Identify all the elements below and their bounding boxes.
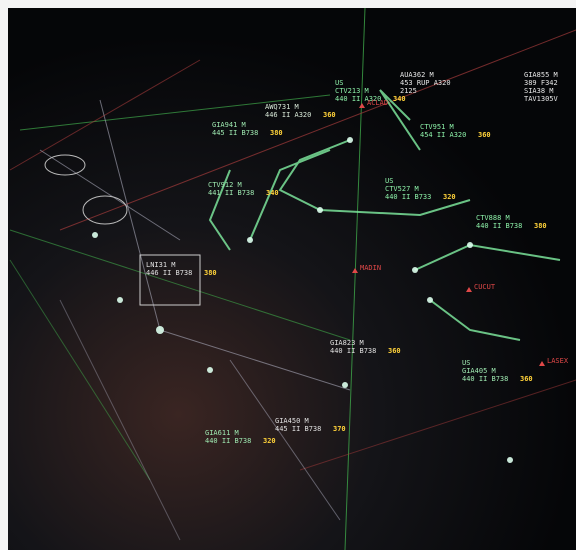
label-line: 446 II A320 [265,111,311,119]
label-line: AWQ731 M [265,103,299,111]
flight-level: 320 [263,437,276,445]
flight-level: 360 [323,111,336,119]
label-line: CTV912 M [208,181,242,189]
fix-name: MADIN [360,264,381,272]
label-line: 440 II B738 [330,347,376,355]
label-line: 440 II B738 [205,437,251,445]
label-line: GIA941 M [212,121,246,129]
label-line: 440 II B738 [476,222,522,230]
flight-level: 380 [270,129,283,137]
label-line: 453 RUP A320 [400,79,451,87]
label-line: 446 II B738 [146,269,192,277]
label-line: US [462,359,470,367]
flight-level: 360 [520,375,533,383]
fix-name: LASEX [547,357,569,365]
label-line: SIA38 M [524,87,554,95]
label-line: US [335,79,343,87]
label-line: 389 F342 [524,79,558,87]
label-line: 454 II A320 [420,131,466,139]
scope-background [8,8,576,550]
flight-level: 370 [333,425,346,433]
label-line: CTV527 M [385,185,419,193]
label-line: TAV1305V [524,95,559,103]
flight-level: 340 [393,95,406,103]
flight-level: 360 [388,347,401,355]
flight-level: 380 [204,269,217,277]
label-line: GIA611 M [205,429,239,437]
label-line: LNI31 M [146,261,176,269]
label-line: CTV951 M [420,123,454,131]
label-line: AUA362 M [400,71,434,79]
flight-level: 380 [534,222,547,230]
label-line: 440 II B738 [462,375,508,383]
label-line: GIA855 M [524,71,558,79]
label-line: 441 II B738 [208,189,254,197]
label-line: 445 II B738 [212,129,258,137]
label-line: GIA405 M [462,367,496,375]
label-line: CTV213 M [335,87,369,95]
label-line: 440 II B733 [385,193,431,201]
label-line: 2125 [400,87,417,95]
flight-level: 320 [443,193,456,201]
fix-name: ACLAD [367,99,388,107]
label-line: 445 II B738 [275,425,321,433]
radar-screen: AUA362 M453 RUP A3202125 GIA855 M389 F342… [0,0,576,550]
fix-name: CUCUT [474,283,496,291]
flight-level: 360 [478,131,491,139]
flight-level: 340 [266,189,279,197]
label-line: GIA450 M [275,417,309,425]
label-line: US [385,177,393,185]
label-line: CTV888 M [476,214,510,222]
label-line: GIA823 M [330,339,364,347]
